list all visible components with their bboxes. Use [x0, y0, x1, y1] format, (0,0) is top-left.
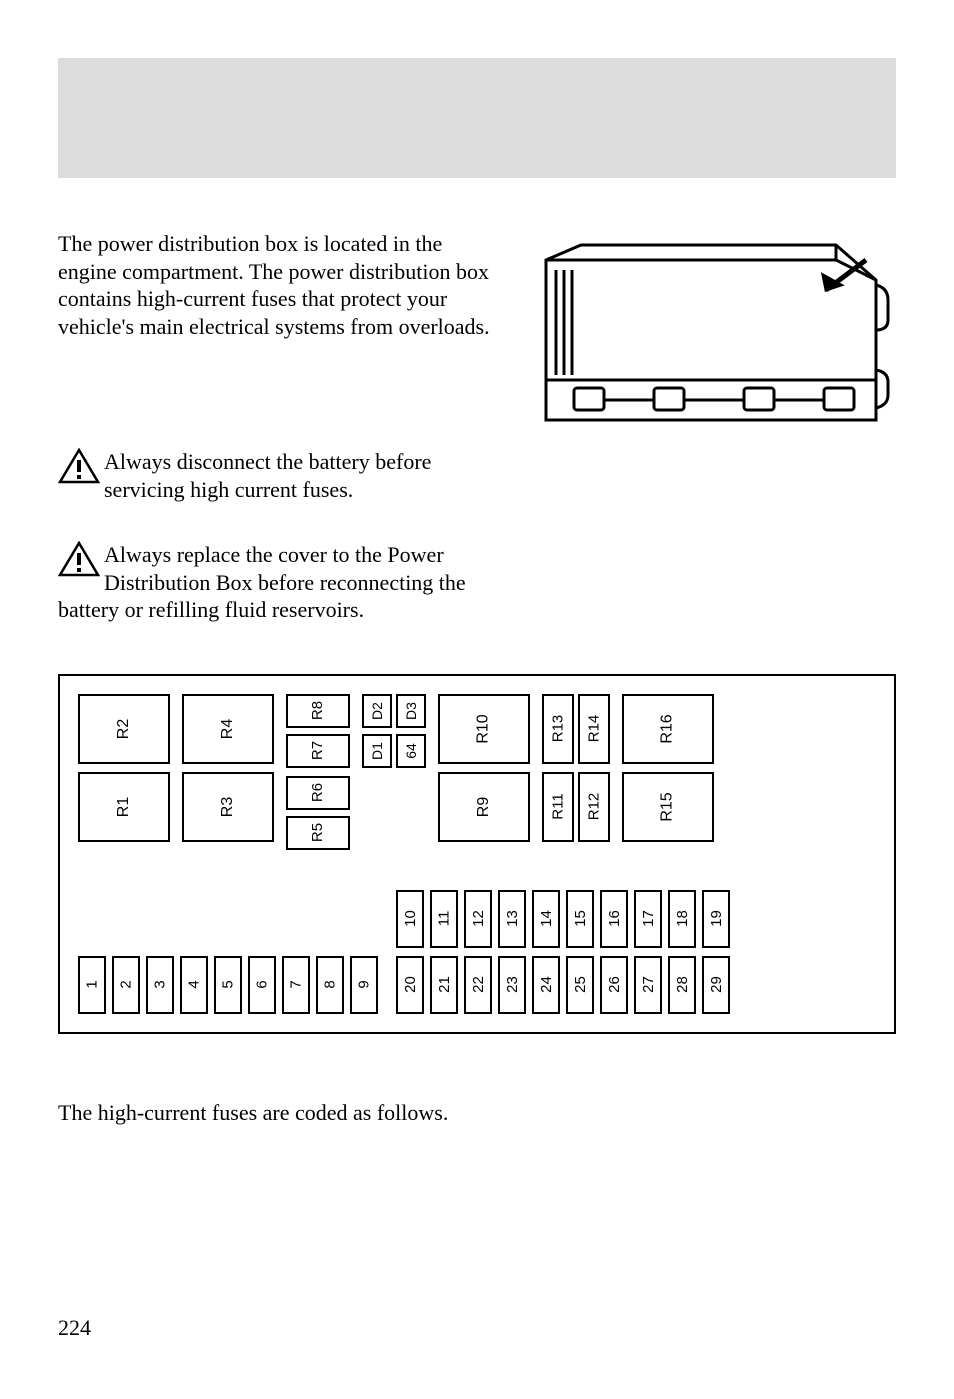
page-number: 224 — [58, 1315, 91, 1341]
fuse-23: 23 — [498, 956, 526, 1014]
footer-text: The high-current fuses are coded as foll… — [58, 1100, 448, 1126]
fuse-9: 9 — [350, 956, 378, 1014]
warning-1: Always disconnect the battery before ser… — [58, 448, 488, 503]
relay-r9: R9 — [438, 772, 530, 842]
relay-r7: R7 — [286, 734, 350, 768]
warning-2: Always replace the cover to the Power Di… — [58, 541, 488, 624]
relay-r13: R13 — [542, 694, 574, 764]
relay-row: R2 R1 R4 R3 R8 R7 R6 R5 — [78, 694, 876, 844]
fuse-6: 6 — [248, 956, 276, 1014]
fuse-28: 28 — [668, 956, 696, 1014]
fuse-7: 7 — [282, 956, 310, 1014]
fuse-25: 25 — [566, 956, 594, 1014]
fuse-21: 21 — [430, 956, 458, 1014]
fuse-5: 5 — [214, 956, 242, 1014]
relay-r14: R14 — [578, 694, 610, 764]
relay-r8: R8 — [286, 694, 350, 728]
fuse-11: 11 — [430, 890, 458, 948]
fuse-26: 26 — [600, 956, 628, 1014]
fuse-8: 8 — [316, 956, 344, 1014]
relay-r6: R6 — [286, 776, 350, 810]
fuse-group-right: 10111213141516171819 2021222324252627282… — [396, 890, 730, 1014]
relay-r5: R5 — [286, 816, 350, 850]
relay-d1: D1 — [362, 734, 392, 768]
relay-d3: D3 — [396, 694, 426, 728]
warning-2-text: Always replace the cover to the Power Di… — [58, 541, 488, 624]
warning-icon — [58, 541, 100, 577]
fuse-10: 10 — [396, 890, 424, 948]
fuse-12: 12 — [464, 890, 492, 948]
fuse-14: 14 — [532, 890, 560, 948]
fuse-13: 13 — [498, 890, 526, 948]
fuse-group-left: 123456789 — [78, 890, 378, 1014]
fuse-17: 17 — [634, 890, 662, 948]
relay-r3: R3 — [182, 772, 274, 842]
fuse-4: 4 — [180, 956, 208, 1014]
header-band — [58, 58, 896, 178]
relay-r16: R16 — [622, 694, 714, 764]
fuse-18: 18 — [668, 890, 696, 948]
fuse-16: 16 — [600, 890, 628, 948]
fuse-24: 24 — [532, 956, 560, 1014]
relay-d2: D2 — [362, 694, 392, 728]
relay-r11: R11 — [542, 772, 574, 842]
warning-1-text: Always disconnect the battery before ser… — [58, 448, 488, 503]
fuse-2: 2 — [112, 956, 140, 1014]
fuse-27: 27 — [634, 956, 662, 1014]
relay-r12: R12 — [578, 772, 610, 842]
fuse-20: 20 — [396, 956, 424, 1014]
fuse-diagram: R2 R1 R4 R3 R8 R7 R6 R5 — [58, 674, 896, 1034]
relay-r1: R1 — [78, 772, 170, 842]
relay-64: 64 — [396, 734, 426, 768]
intro-paragraph: The power distribution box is located in… — [58, 230, 496, 430]
pdb-location-illustration — [526, 230, 896, 430]
fuse-19: 19 — [702, 890, 730, 948]
fuse-1: 1 — [78, 956, 106, 1014]
relay-r4: R4 — [182, 694, 274, 764]
fuse-15: 15 — [566, 890, 594, 948]
fuse-3: 3 — [146, 956, 174, 1014]
warning-icon — [58, 448, 100, 484]
relay-r10: R10 — [438, 694, 530, 764]
fuse-29: 29 — [702, 956, 730, 1014]
relay-r2: R2 — [78, 694, 170, 764]
fuse-22: 22 — [464, 956, 492, 1014]
relay-r15: R15 — [622, 772, 714, 842]
